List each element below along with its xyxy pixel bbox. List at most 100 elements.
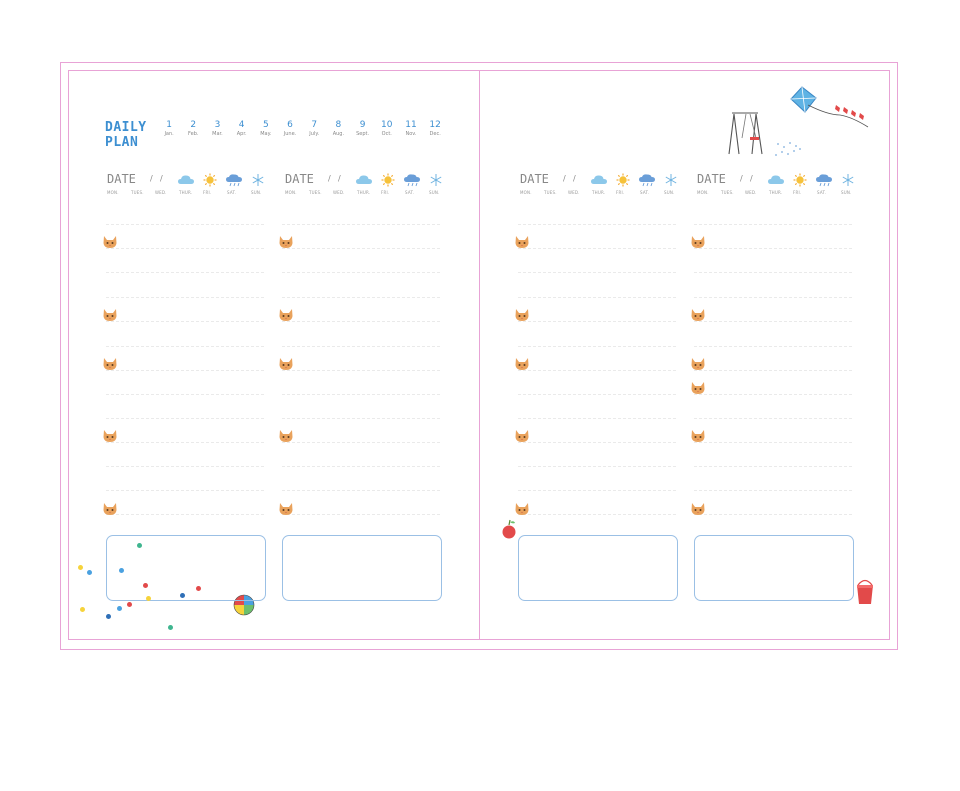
weekday-option[interactable]: SAT.	[640, 190, 650, 195]
weekday-option[interactable]: TUES.	[721, 190, 734, 195]
writing-line[interactable]	[106, 272, 264, 273]
month-3[interactable]: 3 Mar.	[205, 120, 229, 138]
writing-line[interactable]	[694, 370, 852, 371]
weekday-option[interactable]: SUN.	[251, 190, 262, 195]
date-slash-1[interactable]: /	[328, 174, 331, 183]
date-slash-1[interactable]: /	[563, 174, 566, 183]
writing-line[interactable]	[282, 297, 440, 298]
weather-option[interactable]	[403, 172, 421, 191]
weekday-option[interactable]: MON.	[520, 190, 532, 195]
writing-line[interactable]	[106, 248, 264, 249]
weather-option[interactable]	[590, 172, 608, 191]
writing-line[interactable]	[694, 297, 852, 298]
writing-line[interactable]	[282, 466, 440, 467]
writing-line[interactable]	[106, 490, 264, 491]
weather-option[interactable]	[427, 172, 445, 191]
writing-line[interactable]	[518, 224, 676, 225]
weather-option[interactable]	[249, 172, 267, 191]
weather-option[interactable]	[614, 172, 632, 191]
date-slash-2[interactable]: /	[573, 174, 576, 183]
writing-line[interactable]	[282, 272, 440, 273]
weekday-option[interactable]: TUES.	[131, 190, 144, 195]
writing-line[interactable]	[694, 442, 852, 443]
weekday-option[interactable]: WED.	[745, 190, 757, 195]
writing-line[interactable]	[282, 490, 440, 491]
writing-line[interactable]	[694, 346, 852, 347]
weather-option[interactable]	[201, 172, 219, 191]
month-8[interactable]: 8 Aug.	[326, 120, 350, 138]
weekday-option[interactable]: WED.	[568, 190, 580, 195]
writing-line[interactable]	[694, 321, 852, 322]
weekday-option[interactable]: FRI.	[203, 190, 212, 195]
writing-line[interactable]	[518, 514, 676, 515]
writing-line[interactable]	[106, 224, 264, 225]
writing-line[interactable]	[518, 297, 676, 298]
weekday-option[interactable]: MON.	[107, 190, 119, 195]
writing-line[interactable]	[106, 297, 264, 298]
writing-line[interactable]	[518, 248, 676, 249]
writing-line[interactable]	[518, 272, 676, 273]
writing-line[interactable]	[282, 224, 440, 225]
month-6[interactable]: 6 June.	[278, 120, 302, 138]
month-5[interactable]: 5 May.	[254, 120, 278, 138]
writing-line[interactable]	[518, 442, 676, 443]
note-box[interactable]	[518, 535, 678, 601]
writing-line[interactable]	[106, 418, 264, 419]
weather-option[interactable]	[767, 172, 785, 191]
note-box[interactable]	[282, 535, 442, 601]
writing-line[interactable]	[106, 321, 264, 322]
weekday-option[interactable]: FRI.	[793, 190, 802, 195]
weekday-option[interactable]: SAT.	[227, 190, 237, 195]
weekday-option[interactable]: SAT.	[405, 190, 415, 195]
writing-line[interactable]	[106, 514, 264, 515]
writing-line[interactable]	[518, 321, 676, 322]
weekday-option[interactable]: THUR.	[179, 190, 193, 195]
weather-option[interactable]	[638, 172, 656, 191]
writing-line[interactable]	[694, 490, 852, 491]
writing-line[interactable]	[282, 514, 440, 515]
weather-option[interactable]	[791, 172, 809, 191]
writing-line[interactable]	[694, 248, 852, 249]
weather-option[interactable]	[225, 172, 243, 191]
writing-line[interactable]	[694, 394, 852, 395]
writing-line[interactable]	[518, 466, 676, 467]
writing-line[interactable]	[282, 394, 440, 395]
writing-line[interactable]	[694, 514, 852, 515]
weekday-option[interactable]: TUES.	[544, 190, 557, 195]
month-11[interactable]: 11 Nov.	[399, 120, 423, 138]
writing-line[interactable]	[282, 370, 440, 371]
writing-line[interactable]	[282, 248, 440, 249]
writing-line[interactable]	[518, 370, 676, 371]
month-1[interactable]: 1 Jan.	[157, 120, 181, 138]
writing-line[interactable]	[694, 466, 852, 467]
weather-option[interactable]	[177, 172, 195, 191]
weather-option[interactable]	[839, 172, 857, 191]
note-box[interactable]	[694, 535, 854, 601]
weather-option[interactable]	[815, 172, 833, 191]
writing-line[interactable]	[518, 490, 676, 491]
writing-line[interactable]	[694, 272, 852, 273]
date-slash-2[interactable]: /	[338, 174, 341, 183]
writing-line[interactable]	[106, 442, 264, 443]
weekday-option[interactable]: SAT.	[817, 190, 827, 195]
weekday-option[interactable]: SUN.	[429, 190, 440, 195]
weekday-option[interactable]: TUES.	[309, 190, 322, 195]
weekday-option[interactable]: WED.	[155, 190, 167, 195]
writing-line[interactable]	[282, 418, 440, 419]
month-12[interactable]: 12 Dec.	[423, 120, 447, 138]
writing-line[interactable]	[106, 346, 264, 347]
date-slash-2[interactable]: /	[160, 174, 163, 183]
writing-line[interactable]	[282, 442, 440, 443]
weekday-option[interactable]: SUN.	[841, 190, 852, 195]
writing-line[interactable]	[282, 321, 440, 322]
weekday-option[interactable]: THUR.	[769, 190, 783, 195]
writing-line[interactable]	[694, 224, 852, 225]
month-9[interactable]: 9 Sept.	[351, 120, 375, 138]
month-4[interactable]: 4 Apr.	[230, 120, 254, 138]
weather-option[interactable]	[379, 172, 397, 191]
weekday-option[interactable]: THUR.	[592, 190, 606, 195]
writing-line[interactable]	[518, 394, 676, 395]
note-box[interactable]	[106, 535, 266, 601]
weekday-option[interactable]: FRI.	[381, 190, 390, 195]
month-2[interactable]: 2 Feb.	[181, 120, 205, 138]
